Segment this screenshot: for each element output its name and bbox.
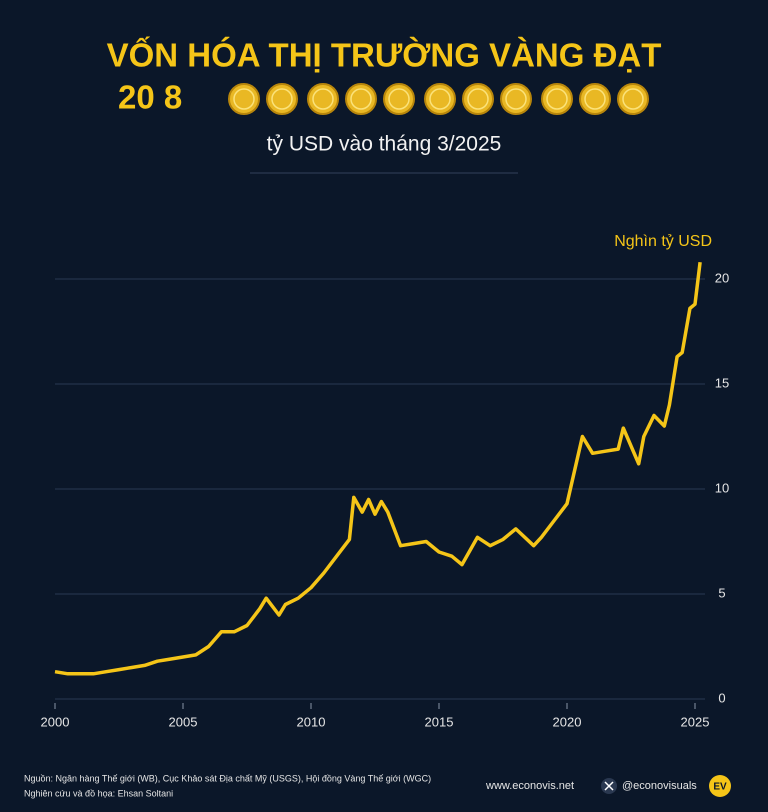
x-tick-label: 2020 (553, 714, 582, 729)
coins (228, 83, 649, 115)
unit-label: Nghìn tỷ USD (614, 233, 712, 250)
plot: 0 5 10 15 20 2000 2005 2010 2015 2020 2025 (41, 261, 729, 729)
coin-inner (312, 88, 334, 110)
source: Nguồn: Ngân hàng Thế giới (WB), Cục Khảo… (24, 773, 431, 783)
x-tick-label: 2005 (169, 714, 198, 729)
coin-inner (388, 88, 410, 110)
logo-badge (709, 775, 731, 797)
x-tick-label: 2000 (41, 714, 70, 729)
logo: EV (713, 782, 727, 793)
figure: 20 8 (118, 79, 182, 116)
website: www.econovis.net (485, 780, 574, 792)
coin-inner (429, 88, 451, 110)
x-icon-mark (604, 781, 614, 791)
y-tick-label: 20 (715, 270, 729, 285)
coin-inner (505, 88, 527, 110)
social: @econovisuals (622, 780, 697, 792)
coin-inner (622, 88, 644, 110)
y-tick-label: 5 (718, 585, 725, 600)
coin-inner (271, 88, 293, 110)
line (54, 261, 702, 676)
coin-inner (233, 88, 255, 110)
x-tick-label: 2010 (297, 714, 326, 729)
coin-inner (546, 88, 568, 110)
subtitle: tỷ USD vào tháng 3/2025 (267, 133, 502, 156)
y-tick-label: 15 (715, 375, 729, 390)
y-tick-label: 10 (715, 480, 729, 495)
y-tick-label: 0 (718, 690, 725, 705)
coin-inner (467, 88, 489, 110)
x-tick-label: 2015 (425, 714, 454, 729)
x-tick-label: 2025 (681, 714, 710, 729)
coin-inner (584, 88, 606, 110)
credit: Nghiên cứu và đồ họa: Ehsan Soltani (24, 788, 173, 798)
title: VỐN HÓA THỊ TRƯỜNG VÀNG ĐẠT (107, 36, 662, 74)
coin-inner (350, 88, 372, 110)
